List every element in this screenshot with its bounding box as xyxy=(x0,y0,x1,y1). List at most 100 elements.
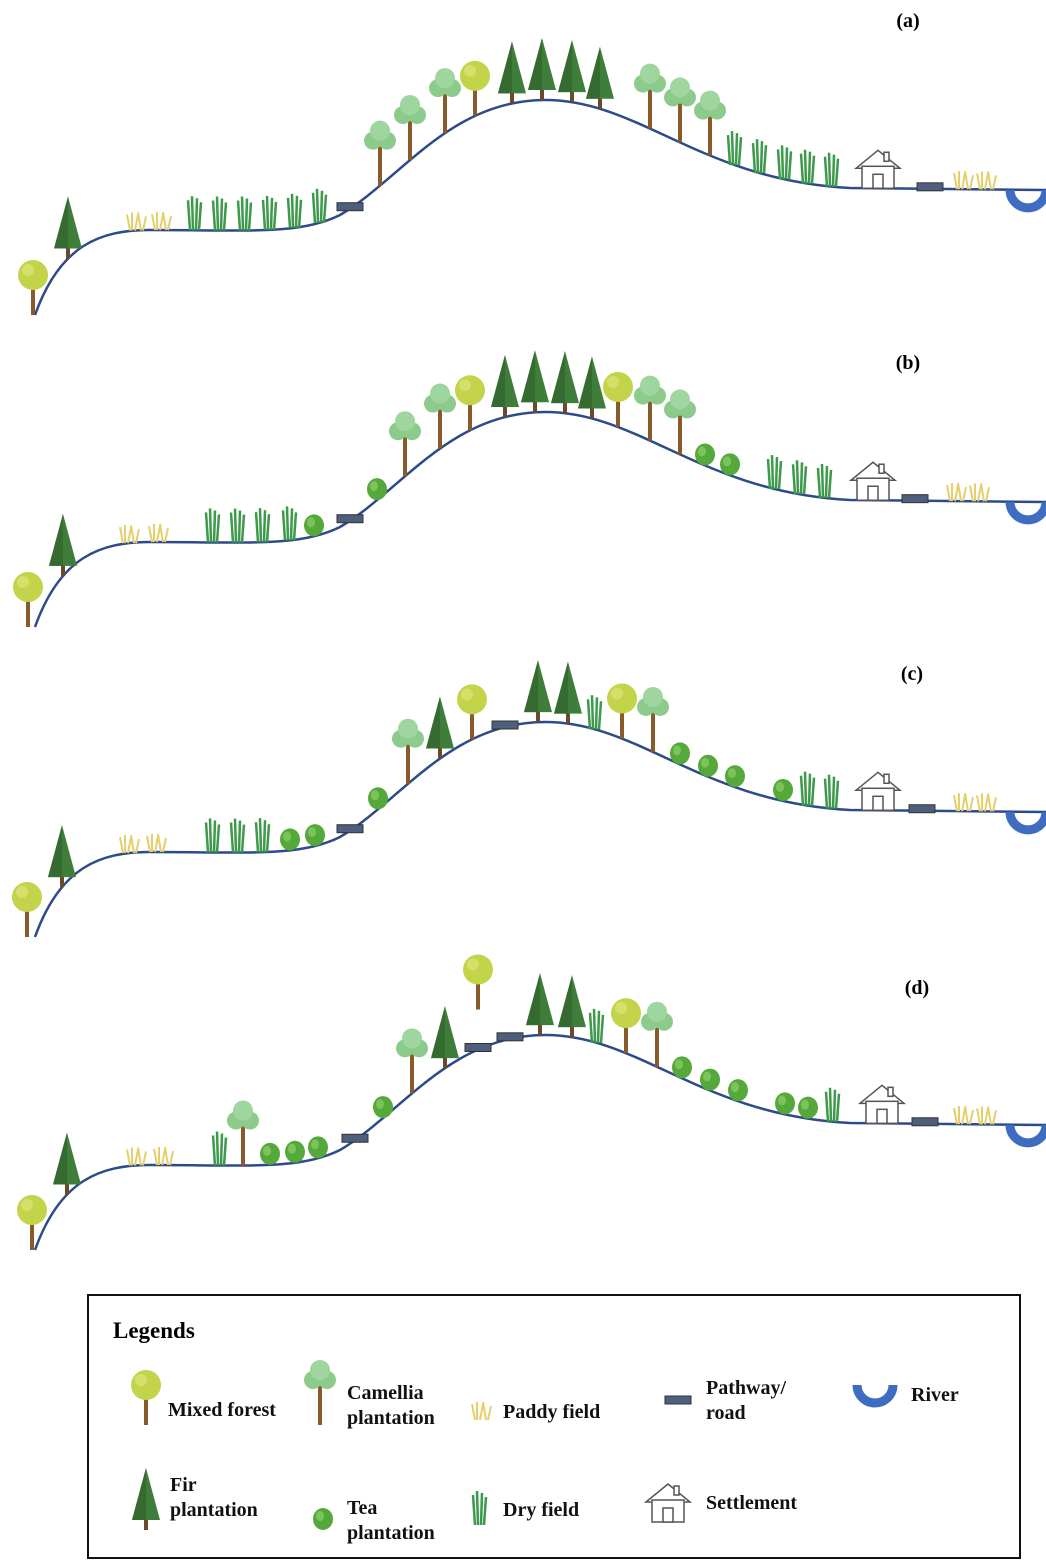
fir-icon xyxy=(431,1006,459,1068)
dry-icon xyxy=(728,131,741,165)
dry-icon xyxy=(801,150,814,184)
paddy-icon xyxy=(977,793,996,811)
mixed-icon xyxy=(603,372,633,427)
tea-icon xyxy=(672,1056,692,1078)
mixed-icon xyxy=(457,684,487,739)
paddy-icon xyxy=(152,212,171,230)
camellia-icon xyxy=(227,1101,259,1166)
fir-icon xyxy=(554,662,582,724)
fir-icon xyxy=(558,975,586,1037)
fir-icon xyxy=(524,660,552,722)
tea-icon xyxy=(695,443,715,465)
terrain xyxy=(35,100,1046,315)
road-icon xyxy=(902,495,928,503)
terrain xyxy=(35,1035,1046,1250)
paddy-icon xyxy=(970,483,989,501)
dry-icon xyxy=(825,153,838,187)
road-icon xyxy=(912,1118,938,1126)
road-icon xyxy=(917,183,943,191)
paddy-icon xyxy=(120,525,139,543)
river-icon xyxy=(1010,190,1046,208)
legend-label: Fir plantation xyxy=(170,1473,266,1523)
dry-icon xyxy=(801,772,814,806)
dry-icon xyxy=(263,196,276,230)
fir-icon xyxy=(528,38,556,100)
diagram: (a)(b)(c)(d) Legends xyxy=(0,0,1046,1562)
scene: (a) xyxy=(18,10,1046,315)
camellia-icon xyxy=(664,389,696,454)
dry-icon xyxy=(753,139,766,173)
road-icon xyxy=(337,825,363,833)
tea-icon xyxy=(773,779,793,801)
road-icon xyxy=(492,721,518,729)
camellia-icon xyxy=(429,68,461,133)
fir-icon xyxy=(558,40,586,102)
paddy-icon xyxy=(127,1148,146,1166)
mixed-icon xyxy=(463,954,493,1009)
house-icon xyxy=(851,462,895,500)
dry-icon xyxy=(288,194,301,228)
fir-icon xyxy=(498,41,526,103)
camellia-icon xyxy=(641,1002,673,1067)
tea-icon xyxy=(305,824,325,846)
paddy-icon xyxy=(947,483,966,501)
dry-icon xyxy=(826,1088,839,1122)
fir-icon xyxy=(491,355,519,417)
river-icon xyxy=(1010,502,1046,520)
fir-icon xyxy=(526,973,554,1035)
road-icon xyxy=(342,1134,368,1142)
terrain xyxy=(35,412,1046,627)
road-icon xyxy=(337,203,363,211)
panel-label: (b) xyxy=(896,352,920,374)
dry-icon xyxy=(206,508,219,542)
dry-icon xyxy=(206,818,219,852)
dry-icon xyxy=(590,1009,603,1043)
panel-label: (c) xyxy=(901,663,923,685)
house-icon xyxy=(856,150,900,188)
legend-label: River xyxy=(911,1383,959,1408)
road-icon xyxy=(465,1043,491,1051)
paddy-icon xyxy=(954,171,973,189)
legend-label: Dry field xyxy=(503,1498,579,1523)
paddy-icon xyxy=(954,1106,973,1124)
paddy-icon xyxy=(954,793,973,811)
camellia-icon xyxy=(694,91,726,156)
paddy-icon xyxy=(147,834,166,852)
dry-icon xyxy=(256,818,269,852)
dry-icon xyxy=(313,189,326,223)
camellia-icon xyxy=(424,384,456,449)
mixed-icon xyxy=(455,375,485,430)
paddy-icon xyxy=(120,835,139,853)
tea-icon xyxy=(285,1141,305,1163)
river-icon xyxy=(1010,1125,1046,1143)
river-icon xyxy=(1010,812,1046,830)
mixed-icon xyxy=(607,684,637,739)
legend-title: Legends xyxy=(113,1318,195,1343)
paddy-icon xyxy=(154,1147,173,1165)
paddy-icon xyxy=(977,171,996,189)
dry-icon xyxy=(188,196,201,230)
dry-icon xyxy=(793,460,806,494)
camellia-icon xyxy=(637,687,669,752)
mixed-icon xyxy=(611,998,641,1053)
tea-icon xyxy=(304,514,324,536)
fir-icon xyxy=(551,351,579,413)
tea-icon xyxy=(373,1096,393,1118)
dry-icon xyxy=(231,819,244,853)
dry-icon xyxy=(818,464,831,498)
mixed-icon xyxy=(460,61,490,116)
tea-icon xyxy=(368,787,388,809)
fir-icon xyxy=(521,350,549,412)
dry-icon xyxy=(778,145,791,179)
terrain xyxy=(35,722,1046,937)
dry-icon xyxy=(256,508,269,542)
house-icon xyxy=(856,772,900,810)
fir-icon xyxy=(578,356,606,418)
tea-icon xyxy=(280,828,300,850)
dry-icon xyxy=(213,196,226,230)
legend-label: Settlement xyxy=(706,1491,797,1516)
paddy-icon xyxy=(977,1106,996,1124)
fir-icon xyxy=(426,697,454,759)
road-icon xyxy=(909,805,935,813)
tea-icon xyxy=(698,755,718,777)
